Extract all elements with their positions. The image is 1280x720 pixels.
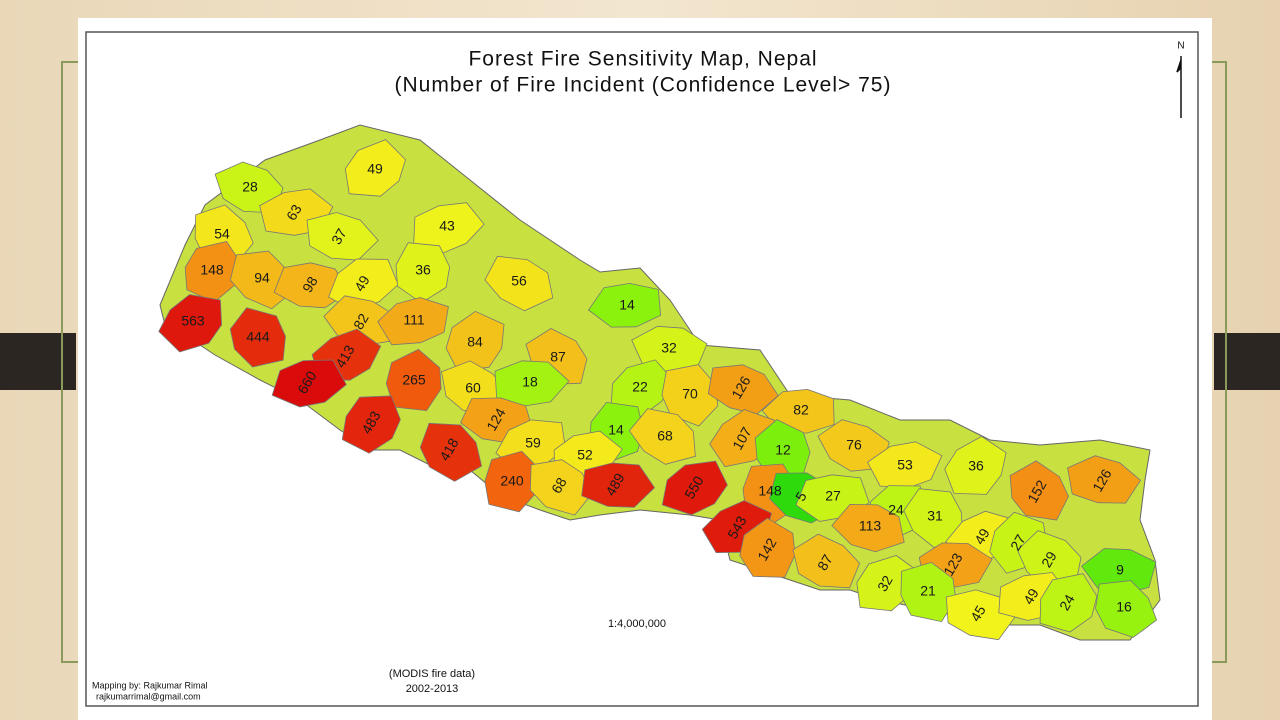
- district: [377, 297, 449, 346]
- district-value: 63: [283, 201, 305, 223]
- district-value: 49: [367, 161, 383, 177]
- map-border: [85, 31, 1199, 707]
- district: [661, 460, 728, 516]
- district-value: 87: [814, 551, 836, 573]
- district: [739, 517, 796, 578]
- district-value: 27: [825, 488, 841, 504]
- district: [628, 408, 696, 465]
- district: [945, 589, 1016, 641]
- district-value: 18: [522, 374, 538, 390]
- district-value: 49: [351, 272, 373, 294]
- district: [831, 503, 905, 553]
- district-value: 265: [402, 372, 426, 388]
- district: [271, 359, 347, 408]
- district: [1009, 460, 1069, 521]
- district-value: 111: [403, 312, 424, 328]
- side-bar: [1214, 333, 1280, 390]
- district-value: 27: [1007, 531, 1029, 553]
- district: [385, 348, 442, 412]
- district-value: 31: [927, 508, 943, 524]
- district-value: 56: [511, 273, 527, 289]
- map-subtitle: (Number of Fire Incident (Confidence Lev…: [395, 74, 892, 97]
- district: [1067, 455, 1142, 504]
- district-value: 87: [550, 349, 566, 365]
- district: [229, 307, 286, 368]
- district-value: 113: [859, 518, 882, 534]
- district: [1039, 573, 1098, 633]
- district-value: 82: [793, 402, 809, 418]
- district-value: 53: [897, 457, 913, 473]
- map-title: Forest Fire Sensitivity Map, Nepal: [468, 48, 817, 71]
- source-label: (MODIS fire data): [389, 668, 475, 680]
- district: [445, 310, 505, 372]
- district-value: 36: [968, 458, 984, 474]
- district-value: 70: [682, 386, 698, 402]
- district-value: 68: [657, 428, 673, 444]
- email-label: rajkumarrimal@gmail.com: [96, 691, 201, 701]
- district-value: 9: [1116, 562, 1124, 578]
- period-label: 2002-2013: [406, 683, 459, 695]
- district-value: 84: [467, 334, 483, 350]
- district-value: 54: [214, 226, 230, 242]
- district-value: 563: [181, 313, 205, 329]
- district: [817, 419, 890, 472]
- district: [866, 441, 943, 489]
- districts: [158, 139, 1158, 641]
- district: [581, 462, 656, 508]
- district-value: 43: [439, 218, 455, 234]
- district-value: 28: [242, 179, 258, 195]
- credit-label: Mapping by: Rajkumar Rimal: [92, 680, 208, 690]
- district-value: 49: [1020, 585, 1042, 607]
- district: [1081, 548, 1157, 595]
- district-value: 16: [1116, 599, 1132, 615]
- district-value: 82: [350, 310, 372, 332]
- district-value: 29: [1038, 548, 1060, 570]
- district: [944, 435, 1007, 495]
- district: [587, 282, 662, 328]
- district-value: 52: [577, 447, 593, 463]
- district-value: 12: [775, 442, 791, 458]
- district-value: 32: [874, 572, 896, 594]
- district: [610, 359, 675, 417]
- district-value: 59: [525, 435, 541, 451]
- district: [419, 422, 483, 482]
- district: [306, 212, 379, 261]
- district: [484, 255, 554, 312]
- district-value: 444: [246, 329, 270, 345]
- north-label: N: [1177, 41, 1184, 52]
- district-value: 94: [254, 270, 270, 286]
- district-value: 21: [920, 583, 936, 599]
- district: [341, 395, 401, 454]
- district: [323, 295, 395, 347]
- district-value: 240: [500, 473, 524, 489]
- district-value: 76: [846, 437, 862, 453]
- district-value: 24: [1056, 591, 1078, 613]
- district-value: 98: [299, 273, 321, 295]
- district-value: 24: [888, 502, 904, 518]
- district-value: 148: [758, 483, 782, 499]
- scale-label: 1:4,000,000: [608, 618, 666, 630]
- district-value: 14: [619, 297, 635, 313]
- district-value: 37: [328, 225, 350, 247]
- district-value: 14: [608, 422, 624, 438]
- district-value: 22: [632, 379, 648, 395]
- district-value: 45: [967, 602, 989, 624]
- district-value: 60: [465, 380, 481, 396]
- north-arrow: [1176, 56, 1182, 118]
- district: [158, 294, 223, 353]
- district-value: 148: [200, 262, 224, 278]
- district-value: 32: [661, 340, 677, 356]
- district: [792, 533, 861, 589]
- district: [184, 241, 242, 303]
- district: [344, 139, 406, 197]
- district-value: 36: [415, 262, 431, 278]
- district: [1095, 580, 1158, 638]
- district-value: 49: [971, 525, 993, 547]
- district-value: 68: [548, 474, 570, 496]
- side-bar: [0, 333, 76, 390]
